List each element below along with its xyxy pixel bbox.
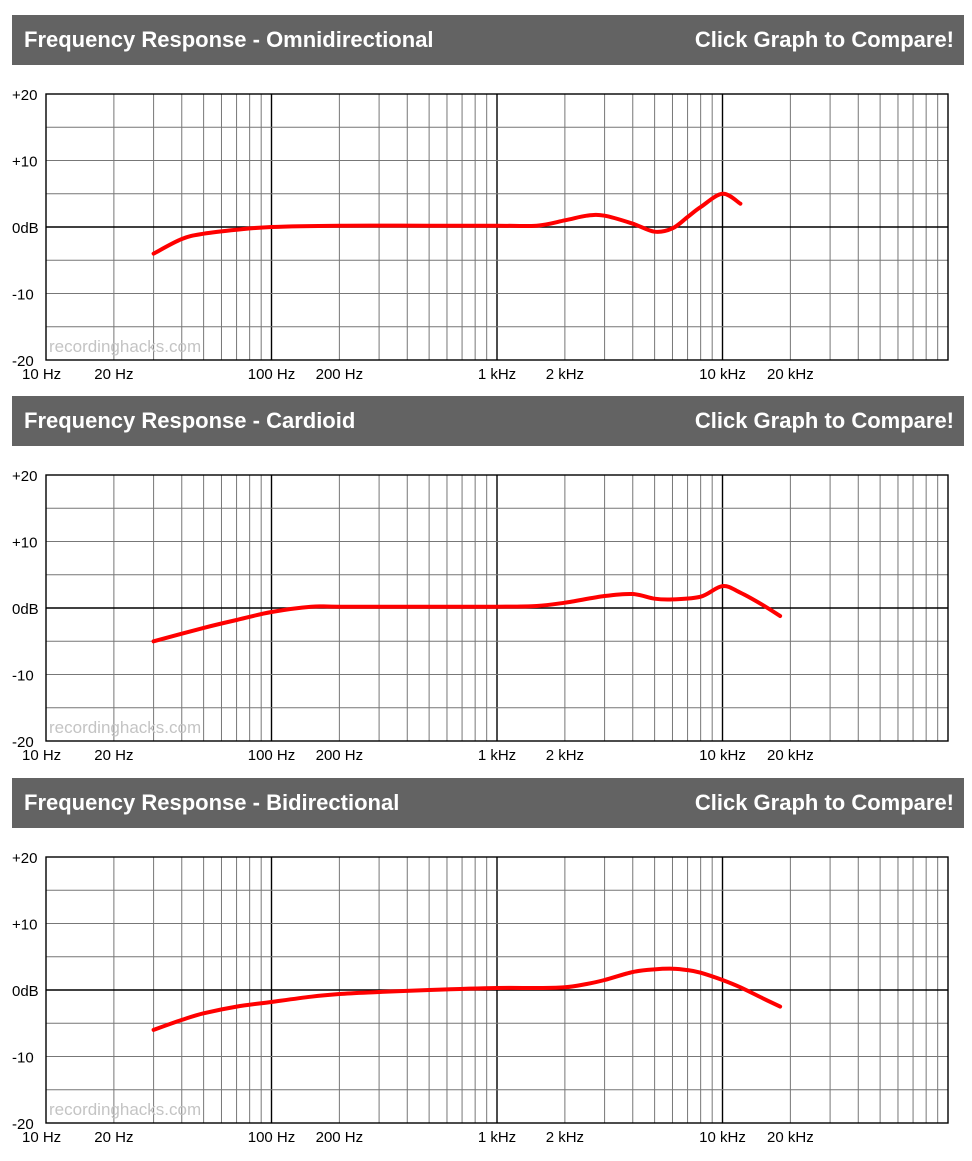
plot-frame (45, 93, 949, 361)
compare-link[interactable]: Click Graph to Compare! (694, 27, 954, 52)
chart-panel-cardioid: Frequency Response - Cardioid Click Grap… (0, 381, 972, 764)
frequency-response-curve (151, 966, 783, 1032)
y-tick-label: 0dB (12, 220, 39, 237)
x-tick-label: 20 Hz (94, 366, 133, 383)
x-tick-label: 10 Hz (22, 1129, 61, 1146)
x-tick-label: 1 kHz (478, 747, 516, 764)
x-tick-label: 200 Hz (316, 747, 364, 764)
x-tick-label: 10 kHz (699, 747, 746, 764)
y-tick-label: +20 (12, 87, 37, 104)
y-tick-label: +10 (12, 535, 37, 552)
watermark: recordinghacks.com (49, 337, 201, 356)
chart-title: Frequency Response - Omnidirectional (24, 27, 434, 52)
x-tick-label: 20 Hz (94, 747, 133, 764)
y-tick-label: -20 (12, 734, 34, 751)
watermark: recordinghacks.com (49, 1100, 201, 1119)
chart-panel-bidirectional: Frequency Response - Bidirectional Click… (0, 763, 972, 1146)
x-tick-label: 2 kHz (546, 747, 584, 764)
chart-header: Frequency Response - Omnidirectional Cli… (12, 15, 964, 65)
x-tick-label: 20 kHz (767, 366, 814, 383)
chart-panel-omnidirectional: Frequency Response - Omnidirectional Cli… (0, 0, 972, 383)
y-tick-label: 0dB (12, 983, 39, 1000)
y-tick-label: -20 (12, 353, 34, 370)
y-tick-label: -20 (12, 1116, 34, 1133)
y-tick-label: -10 (12, 1050, 34, 1067)
chart-title: Frequency Response - Cardioid (24, 408, 356, 433)
y-tick-label: +20 (12, 468, 37, 485)
compare-link[interactable]: Click Graph to Compare! (694, 408, 954, 433)
chart-header: Frequency Response - Cardioid Click Grap… (12, 396, 964, 446)
y-tick-label: +10 (12, 154, 37, 171)
watermark: recordinghacks.com (49, 718, 201, 737)
y-tick-label: +20 (12, 850, 37, 867)
y-tick-label: +10 (12, 917, 37, 934)
x-tick-label: 10 kHz (699, 366, 746, 383)
x-tick-label: 1 kHz (478, 366, 516, 383)
plot-frame (45, 474, 949, 742)
frequency-response-curve (151, 191, 743, 256)
x-tick-label: 2 kHz (546, 1129, 584, 1146)
x-tick-label: 10 kHz (699, 1129, 746, 1146)
x-tick-label: 20 Hz (94, 1129, 133, 1146)
frequency-response-curve (151, 584, 783, 644)
x-tick-label: 20 kHz (767, 747, 814, 764)
x-tick-label: 20 kHz (767, 1129, 814, 1146)
y-tick-label: -10 (12, 287, 34, 304)
x-tick-label: 100 Hz (248, 747, 296, 764)
plot-frame (45, 856, 949, 1124)
x-tick-label: 100 Hz (248, 1129, 296, 1146)
y-tick-label: 0dB (12, 601, 39, 618)
x-tick-label: 1 kHz (478, 1129, 516, 1146)
x-tick-label: 200 Hz (316, 366, 364, 383)
x-tick-label: 200 Hz (316, 1129, 364, 1146)
y-tick-label: -10 (12, 668, 34, 685)
x-tick-label: 10 Hz (22, 747, 61, 764)
x-tick-label: 10 Hz (22, 366, 61, 383)
chart-title: Frequency Response - Bidirectional (24, 790, 400, 815)
compare-link[interactable]: Click Graph to Compare! (694, 790, 954, 815)
x-tick-label: 2 kHz (546, 366, 584, 383)
x-tick-label: 100 Hz (248, 366, 296, 383)
chart-header: Frequency Response - Bidirectional Click… (12, 778, 964, 828)
